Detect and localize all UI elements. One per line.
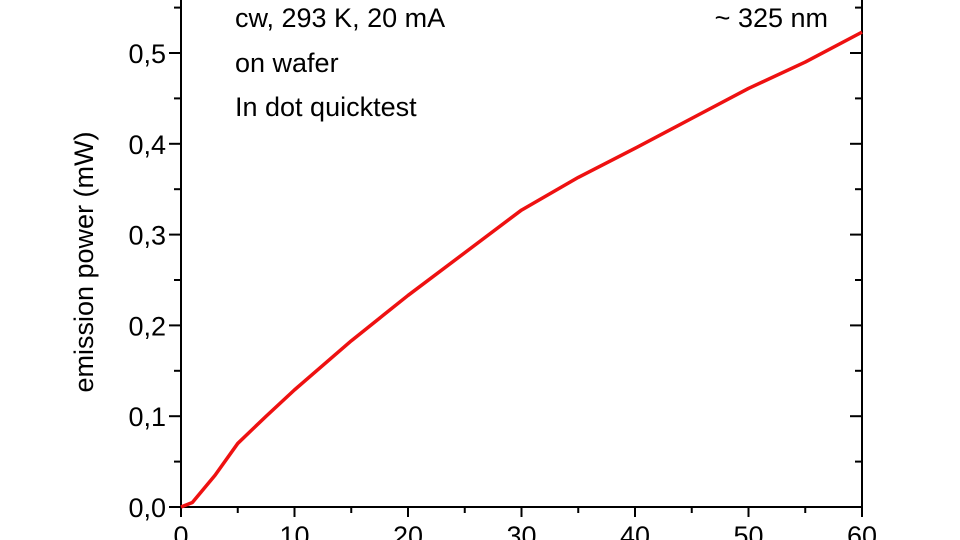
x-tick-label: 50 xyxy=(733,521,763,540)
y-tick-label: 0,0 xyxy=(128,493,166,523)
data-line xyxy=(180,30,863,509)
x-tick-label: 30 xyxy=(506,521,536,540)
x-tick-label: 20 xyxy=(393,521,423,540)
annotation: ~ 325 nm xyxy=(715,3,828,33)
x-tick-label: 10 xyxy=(279,521,309,540)
x-tick-label: 0 xyxy=(173,521,188,540)
y-tick-label: 0,5 xyxy=(128,39,166,69)
annotation: In dot quicktest xyxy=(235,92,417,122)
y-tick-label: 0,1 xyxy=(128,402,166,432)
annotation: cw, 293 K, 20 mA xyxy=(235,3,445,33)
y-axis-title: emission power (mW) xyxy=(69,131,99,392)
x-tick-label: 60 xyxy=(847,521,877,540)
y-tick-label: 0,2 xyxy=(128,311,166,341)
y-tick-label: 0,3 xyxy=(128,221,166,251)
annotation: on wafer xyxy=(235,48,339,78)
y-tick-label: 0,4 xyxy=(128,130,166,160)
x-tick-label: 40 xyxy=(620,521,650,540)
